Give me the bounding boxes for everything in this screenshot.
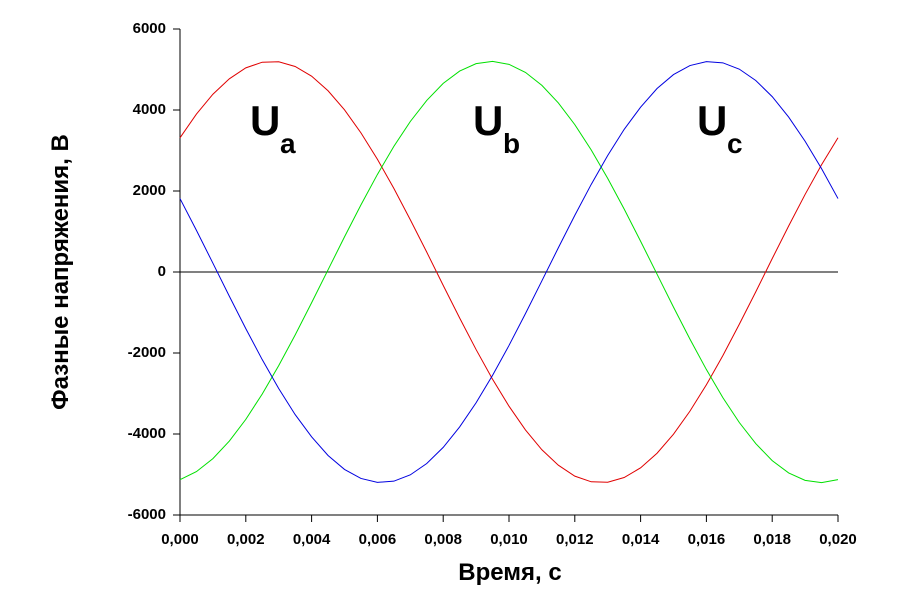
series-line (179, 61, 839, 483)
x-tick-label: 0,008 (424, 531, 462, 548)
x-tick-label: 0,018 (753, 531, 791, 548)
annotation-text: U (697, 97, 727, 144)
y-tick-label: 0 (158, 263, 166, 280)
x-tick-label: 0,014 (622, 531, 660, 548)
y-tick-label: 6000 (133, 20, 166, 37)
y-tick-label: -2000 (128, 344, 166, 361)
x-tick-label: 0,020 (819, 531, 857, 548)
annotation-subscript: c (727, 128, 743, 159)
y-tick-label: -4000 (128, 425, 166, 442)
y-tick-label: 2000 (133, 182, 166, 199)
y-tick-label: -6000 (128, 506, 166, 523)
series-line (179, 61, 839, 483)
x-tick-label: 0,004 (293, 531, 331, 548)
y-tick-label: 4000 (133, 101, 166, 118)
x-tick-label: 0,006 (359, 531, 397, 548)
x-axis-label: Время, с (458, 559, 561, 586)
x-tick-label: 0,012 (556, 531, 594, 548)
annotation-text: U (250, 97, 280, 144)
x-tick-label: 0,002 (227, 531, 265, 548)
x-tick-label: 0,010 (490, 531, 528, 548)
x-tick-label: 0,000 (161, 531, 199, 548)
x-tick-label: 0,016 (688, 531, 726, 548)
y-axis-label: Фазные напряжения, В (47, 134, 74, 410)
annotation-subscript: b (503, 128, 520, 159)
annotation-text: U (473, 97, 503, 144)
annotation-subscript: a (280, 128, 296, 159)
series-line (179, 60, 839, 484)
